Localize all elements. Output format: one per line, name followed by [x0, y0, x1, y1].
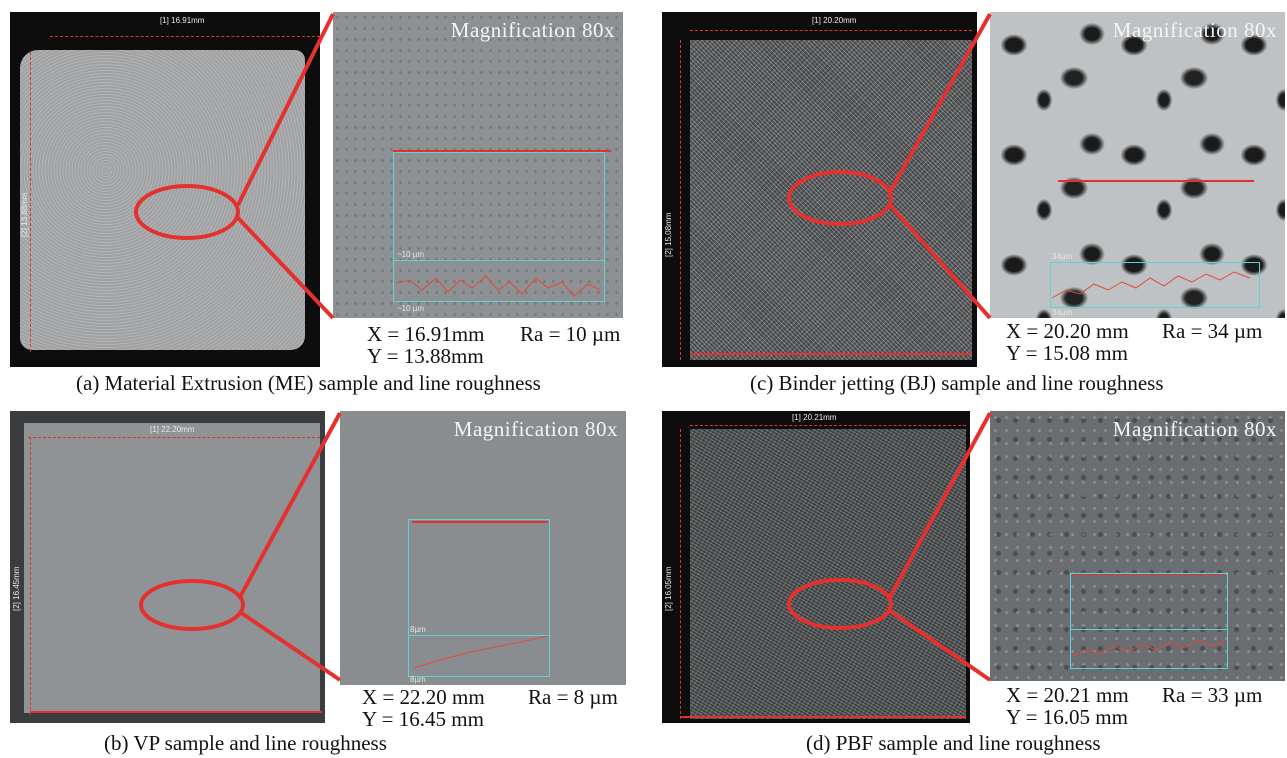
- panel-a-ra-value: Ra = 10 µm: [520, 322, 621, 346]
- ruler-y-line: [680, 40, 681, 360]
- ruler-y-label: [2] 16.45mm: [12, 566, 21, 611]
- panel-d-ra-value: Ra = 33 µm: [1162, 683, 1263, 707]
- scale-bottom-label: ~10 µm: [397, 304, 425, 313]
- panel-a-x-value: X = 16.91mm: [367, 322, 485, 346]
- panel-d-y-value: Y = 16.05 mm: [1006, 705, 1128, 729]
- magnification-label: Magnification 80x: [1112, 18, 1277, 42]
- roughness-profile-box: [1050, 262, 1260, 308]
- panel-d-macro-image: [1] 20.21mm [2] 16.05mm: [662, 411, 970, 723]
- panel-c-y-value: Y = 15.08 mm: [1006, 341, 1128, 365]
- scale-bottom-label: 34µm: [1052, 308, 1073, 317]
- roughness-profile-box: [393, 152, 605, 302]
- sample-bottom-edge: [690, 353, 972, 355]
- scale-top-label: 8µm: [410, 625, 426, 634]
- panel-d-x-value: X = 20.21 mm: [1006, 683, 1129, 707]
- panel-a-y-value: Y = 13.88mm: [367, 344, 484, 368]
- ruler-x-label: [1] 16.91mm: [160, 16, 205, 25]
- ruler-y-label: [2] 13.88mm: [20, 192, 29, 237]
- sample-bottom-edge: [30, 711, 322, 713]
- scale-line-top: [1070, 629, 1228, 630]
- ruler-x-line: [28, 437, 320, 438]
- ruler-y-line: [30, 52, 31, 352]
- panel-c-caption: (c) Binder jetting (BJ) sample and line …: [750, 371, 1164, 395]
- roughness-profile-box: [408, 519, 550, 677]
- me-sample-surface: [20, 50, 305, 350]
- ruler-x-label: [1] 22.20mm: [150, 425, 195, 434]
- panel-a-zoom-image: Magnification 80x ~10 µm ~10 µm: [333, 12, 623, 318]
- ruler-x-label: [1] 20.20mm: [812, 16, 857, 25]
- roughness-line: [1072, 573, 1224, 575]
- panel-d-zoom-image: Magnification 80x: [990, 411, 1285, 681]
- scale-line-top: [408, 635, 550, 636]
- ruler-x-line: [50, 36, 320, 37]
- roughness-line: [393, 150, 611, 152]
- scale-bottom-label: 8µm: [410, 675, 426, 684]
- magnification-label: Magnification 80x: [450, 18, 615, 42]
- panel-a-caption: (a) Material Extrusion (ME) sample and l…: [76, 371, 541, 395]
- panel-b-zoom-image: Magnification 80x 8µm 8µm: [340, 411, 626, 685]
- roughness-profile-box: [1070, 573, 1228, 669]
- scale-line-top: [393, 260, 605, 261]
- panel-c-zoom-image: Magnification 80x 34µm 34µm: [990, 12, 1285, 318]
- ruler-x-label: [1] 20.21mm: [792, 413, 837, 422]
- panel-b-x-value: X = 22.20 mm: [362, 685, 485, 709]
- panel-d-caption: (d) PBF sample and line roughness: [806, 731, 1101, 755]
- ruler-y-line: [30, 437, 31, 715]
- ruler-x-line: [690, 30, 972, 31]
- ruler-y-line: [680, 429, 681, 719]
- panel-c-x-value: X = 20.20 mm: [1006, 319, 1129, 343]
- ruler-y-label: [2] 16.05mm: [664, 566, 673, 611]
- ruler-x-line: [690, 425, 966, 426]
- roughness-line: [1058, 180, 1254, 182]
- pbf-sample-surface: [690, 429, 966, 719]
- vp-sample-surface: [24, 423, 320, 713]
- magnification-label: Magnification 80x: [453, 417, 618, 441]
- bj-sample-surface: [690, 40, 972, 360]
- panel-b-macro-image: [1] 22.20mm [2] 16.45mm: [10, 411, 325, 723]
- sample-bottom-edge: [680, 716, 966, 718]
- ruler-y-label: [2] 15.08mm: [664, 212, 673, 257]
- panel-b-caption: (b) VP sample and line roughness: [104, 731, 387, 755]
- panel-b-y-value: Y = 16.45 mm: [362, 707, 484, 731]
- magnification-label: Magnification 80x: [1112, 417, 1277, 441]
- panel-a-macro-image: [1] 16.91mm [2] 13.88mm: [10, 12, 320, 367]
- panel-c-macro-image: [1] 20.20mm [2] 15.08mm: [662, 12, 977, 367]
- panel-c-ra-value: Ra = 34 µm: [1162, 319, 1263, 343]
- scale-top-label: ~10 µm: [397, 250, 425, 259]
- scale-top-label: 34µm: [1052, 252, 1073, 261]
- roughness-line: [412, 521, 548, 523]
- panel-b-ra-value: Ra = 8 µm: [528, 685, 618, 709]
